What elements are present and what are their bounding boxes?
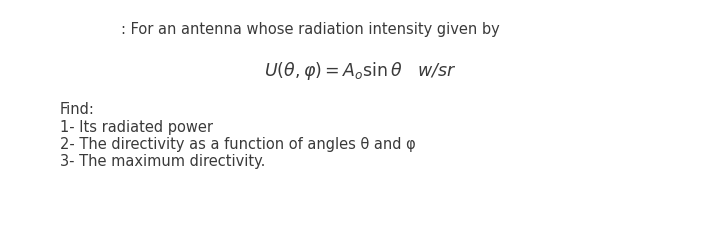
Text: Find:: Find: (60, 101, 95, 117)
Text: 2- The directivity as a function of angles θ and φ: 2- The directivity as a function of angl… (60, 136, 415, 151)
Text: 1- Its radiated power: 1- Its radiated power (60, 120, 213, 134)
Text: $U(\theta, \varphi) = A_o \sin\theta$   w/sr: $U(\theta, \varphi) = A_o \sin\theta$ w/… (264, 60, 456, 82)
Text: 3- The maximum directivity.: 3- The maximum directivity. (60, 153, 266, 168)
Text: : For an antenna whose radiation intensity given by: : For an antenna whose radiation intensi… (121, 22, 500, 37)
